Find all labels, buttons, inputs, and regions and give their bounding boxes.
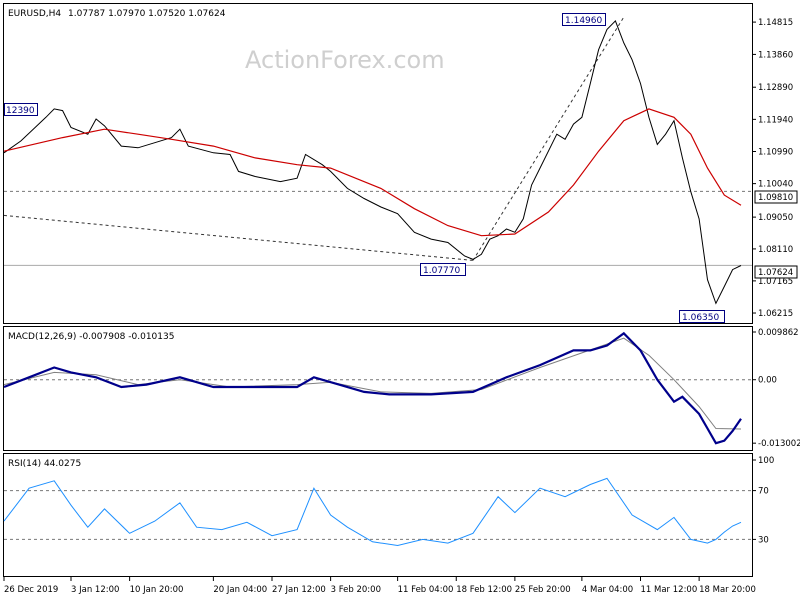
x-tick-label: 4 Mar 04:00 <box>582 585 633 595</box>
level-tag: 1.09810 <box>754 190 798 204</box>
moving-average-series <box>3 108 742 237</box>
x-tick-label: 25 Feb 20:00 <box>515 585 571 595</box>
price-series <box>3 19 742 305</box>
label-1-07770: 1.07770 <box>420 263 466 276</box>
x-tick-label: 18 Feb 12:00 <box>456 585 512 595</box>
x-tick-label: 27 Jan 12:00 <box>272 585 326 595</box>
rsi-tick-label: 70 <box>758 487 769 497</box>
svg-text:1.07624: 1.07624 <box>758 268 793 278</box>
x-tick-label: 18 Mar 20:00 <box>699 585 756 595</box>
rsi-tick-label: 30 <box>758 535 769 545</box>
x-tick-label: 3 Feb 20:00 <box>331 585 381 595</box>
price-tick-label: 1.12890 <box>758 83 793 93</box>
trendlines <box>3 16 625 261</box>
watermark: ActionForex.com <box>245 46 445 74</box>
time-axis: 26 Dec 2019 3 Jan 12:00 10 Jan 20:00 20 Jan… <box>3 577 756 595</box>
svg-text:1.07770: 1.07770 <box>423 266 460 276</box>
trendline-2 <box>472 16 625 261</box>
price-axis: 1.14815 1.13860 1.12890 1.11940 1.10990 1.100… <box>752 18 793 319</box>
macd-label: MACD(12,26,9) -0.007908 -0.010135 <box>8 332 174 342</box>
label-12390: 12390 <box>4 103 38 116</box>
price-tick-label: 1.09050 <box>758 213 793 223</box>
label-1-06350: 1.06350 <box>679 310 725 323</box>
x-tick-label: 20 Jan 04:00 <box>213 585 267 595</box>
x-tick-label: 3 Jan 12:00 <box>71 585 119 595</box>
rsi-axis: 100 70 30 <box>752 456 774 545</box>
symbol-label: EURUSD,H4 <box>8 9 61 19</box>
svg-text:1.09810: 1.09810 <box>758 193 793 203</box>
rsi-series <box>3 477 742 547</box>
price-tick-label: 1.11940 <box>758 115 793 125</box>
rsi-tick-label: 100 <box>758 456 774 466</box>
current-price-tag: 1.07624 <box>754 265 798 279</box>
macd-panel <box>3 326 753 451</box>
x-tick-label: 26 Dec 2019 <box>4 585 58 595</box>
svg-text:1.06350: 1.06350 <box>682 313 719 323</box>
rsi-label: RSI(14) 44.0275 <box>8 459 81 469</box>
macd-main-series <box>3 331 742 445</box>
x-tick-label: 11 Feb 04:00 <box>398 585 454 595</box>
rsi-panel <box>3 453 753 577</box>
macd-axis: 0.009862 0.00 -0.013002 <box>752 328 800 449</box>
price-panel <box>3 3 753 324</box>
x-tick-label: 11 Mar 12:00 <box>641 585 698 595</box>
svg-text:1.14960: 1.14960 <box>565 16 602 26</box>
macd-tick-label: 0.009862 <box>758 328 799 338</box>
price-tick-label: 1.06215 <box>758 309 793 319</box>
price-tick-label: 1.08110 <box>758 245 793 255</box>
label-1-14960: 1.14960 <box>562 13 606 26</box>
trendline-1 <box>3 214 474 261</box>
ohlc-readout: 1.07787 1.07970 1.07520 1.07624 <box>68 9 226 19</box>
price-tick-label: 1.13860 <box>758 50 793 60</box>
macd-tick-label: 0.00 <box>758 376 777 386</box>
macd-tick-label: -0.013002 <box>758 439 800 449</box>
price-tick-label: 1.10990 <box>758 147 793 157</box>
price-tick-label: 1.14815 <box>758 18 793 28</box>
svg-text:12390: 12390 <box>6 106 35 116</box>
x-tick-label: 10 Jan 20:00 <box>130 585 184 595</box>
price-tick-label: 1.07165 <box>758 277 793 287</box>
price-tick-label: 1.10040 <box>758 180 793 190</box>
